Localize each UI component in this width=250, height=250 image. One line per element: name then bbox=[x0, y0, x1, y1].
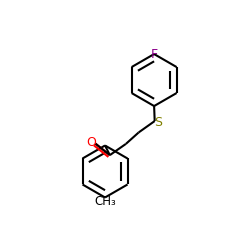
Text: S: S bbox=[154, 116, 162, 128]
Text: CH₃: CH₃ bbox=[94, 195, 116, 208]
Text: F: F bbox=[150, 48, 158, 60]
Text: O: O bbox=[86, 136, 97, 149]
